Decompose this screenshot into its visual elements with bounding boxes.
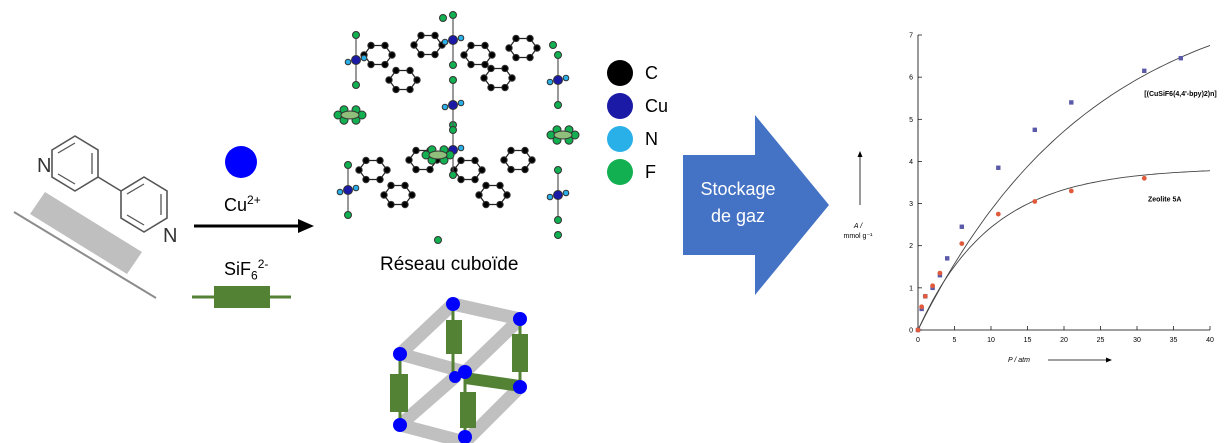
fit-curve [917,170,1211,331]
series-label: Zeolite 5A [1148,196,1181,203]
y-tick-label: 1 [909,285,913,292]
x-tick-label: 30 [1133,337,1141,344]
y-tick-label: 7 [909,33,913,40]
legend-item: N [607,126,658,152]
data-point [1032,127,1037,133]
legend-item: F [607,159,656,185]
legend-swatch [607,60,633,86]
data-point [937,270,943,276]
gas-storage-arrow [683,115,829,295]
data-point [995,211,1001,217]
data-point [959,241,965,247]
bipyridine-ligand-drawing [13,135,168,299]
legend-item: Cu [607,93,668,119]
y-axis-label: A / [853,223,863,230]
y-tick-label: 2 [909,243,913,250]
y-label-arrowhead [857,151,863,157]
y-tick-label: 3 [909,201,913,208]
adsorption-isotherm-chart: 0 5 10 15 20 25 30 35 40 0 1 2 3 4 5 6 7 [(CuSiF6(4,4'-bp… [844,33,1217,365]
y-tick-label: 6 [909,75,913,82]
x-tick-label: 25 [1097,337,1105,344]
series-label: [(CuSiF6(4,4'-bpy)2)n] [1144,91,1216,98]
copper-ion-dot [225,146,257,178]
x-tick-label: 5 [953,337,957,344]
data-point [930,283,935,289]
framework-caption: Réseau cuboïde [380,254,519,275]
data-point [1178,55,1183,61]
y-tick-label: 5 [909,117,913,124]
data-point [915,327,921,333]
x-tick-label: 0 [916,337,920,344]
legend-label: Cu [645,95,669,116]
gas-storage-label: Stockage de gaz [700,179,776,226]
y-tick-label: 4 [909,159,913,166]
fit-curve [917,44,1211,331]
y-tick-label: 0 [909,328,913,335]
x-axis-label: P / atm [1008,357,1030,364]
data-point [1068,188,1074,194]
x-tick-label: 40 [1206,337,1214,344]
ligand-n-top: N [37,155,52,178]
legend-label: C [645,62,658,83]
data-point [959,224,964,229]
legend-item: C [607,60,658,86]
data-point [1142,68,1147,74]
data-point [1141,175,1147,181]
x-tick-label: 35 [1170,337,1178,344]
legend-swatch [607,159,633,185]
data-point [1069,100,1074,105]
legend-label: F [645,161,656,182]
cuboid-network-schematic [390,297,528,443]
crystal-structure-image [333,11,580,244]
legend-swatch [607,126,633,152]
green-pillar-rod [192,286,291,308]
data-point [1032,199,1038,204]
hexafluorosilicate-label: SiF62- [224,257,269,283]
reaction-arrow [194,219,314,233]
legend-swatch [607,93,633,119]
data-point [945,256,950,261]
ligand-n-bottom: N [163,225,178,248]
x-tick-label: 15 [1024,337,1032,344]
legend-label: N [645,128,658,149]
data-point [922,293,928,299]
copper-ion-label: Cu2+ [224,193,261,215]
data-point [996,165,1001,170]
data-point [919,304,925,310]
x-tick-label: 10 [987,337,995,344]
x-tick-label: 20 [1060,337,1068,344]
x-label-arrowhead [1106,357,1112,363]
y-axis-label-unit: mmol g⁻¹ [844,233,874,240]
